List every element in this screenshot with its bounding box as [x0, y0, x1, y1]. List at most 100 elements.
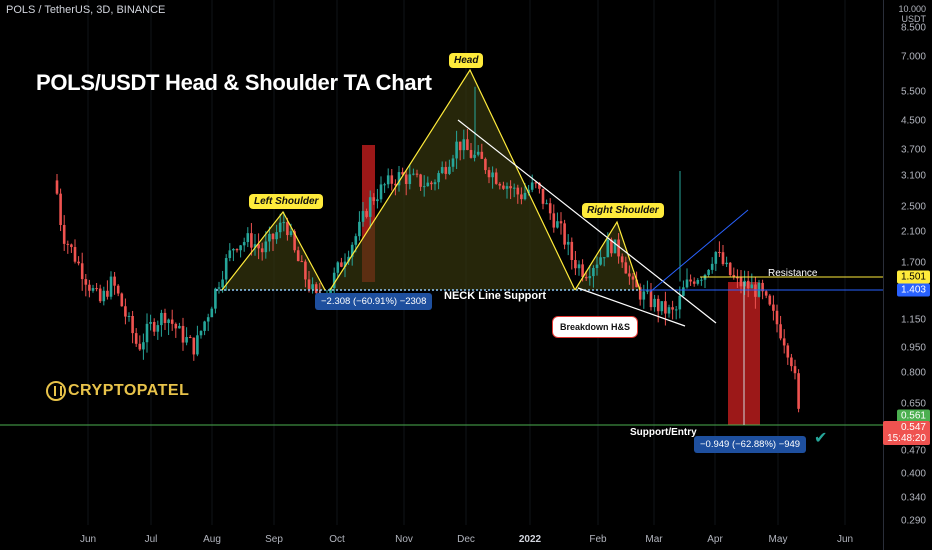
candle-body: [732, 274, 736, 278]
candle: [88, 279, 91, 298]
candle: [797, 369, 800, 413]
x-tick: Mar: [645, 534, 663, 545]
candle-body: [152, 321, 156, 332]
candle-body: [602, 257, 606, 259]
candle: [703, 273, 707, 288]
candle: [66, 240, 70, 254]
x-tick: Jun: [836, 534, 854, 545]
candle-body: [624, 262, 628, 274]
candle-body: [721, 252, 725, 265]
candle: [178, 322, 181, 329]
candle: [563, 219, 566, 250]
x-tick: Sep: [265, 534, 283, 545]
candle-body: [484, 158, 487, 171]
y-tick: 5.500: [900, 86, 926, 98]
candle-body: [638, 287, 642, 300]
candle: [552, 204, 556, 233]
candle: [746, 270, 750, 298]
candle-body: [750, 284, 754, 289]
candle-body: [689, 279, 692, 282]
candle: [390, 169, 394, 191]
candle-body: [386, 175, 390, 185]
candle: [278, 213, 282, 239]
x-tick: 2022: [518, 534, 542, 545]
candle-body: [498, 183, 502, 186]
candle-body: [469, 149, 473, 158]
candle: [721, 245, 725, 266]
candle-body: [127, 315, 131, 317]
resistance-label: Resistance: [768, 268, 818, 279]
candle: [59, 188, 62, 232]
candle-body: [224, 258, 228, 280]
candle-body: [282, 222, 286, 224]
candle: [383, 182, 386, 193]
candle: [264, 231, 268, 259]
candle-body: [667, 307, 671, 314]
candle-body: [674, 309, 678, 311]
candle-body: [714, 252, 718, 264]
candle: [520, 187, 523, 205]
y-tick: 0.400: [900, 468, 926, 480]
candle: [530, 174, 534, 193]
candle: [120, 292, 124, 307]
candle-body: [772, 304, 775, 311]
candle-body: [512, 187, 516, 189]
candle-body: [577, 264, 581, 269]
candle-body: [55, 180, 59, 194]
candle-body: [383, 184, 386, 186]
candle-body: [271, 233, 275, 240]
candle: [577, 260, 581, 276]
candle: [505, 182, 509, 199]
candle: [743, 270, 746, 296]
candle-body: [793, 366, 797, 374]
candle: [433, 179, 437, 191]
candle-body: [433, 182, 437, 185]
candle: [152, 318, 156, 336]
x-tick: Jul: [144, 534, 158, 545]
candle-body: [131, 315, 134, 334]
trendline-lower: [577, 287, 686, 327]
candle: [268, 226, 271, 252]
symbol-label[interactable]: POLS / TetherUS, 3D, BINANCE: [6, 4, 166, 16]
candle-body: [95, 288, 98, 290]
candle: [736, 269, 739, 289]
candle-body: [260, 248, 264, 253]
candle: [653, 294, 656, 312]
candle-body: [595, 264, 599, 269]
candle: [235, 248, 239, 253]
candle-body: [289, 231, 293, 236]
candle-body: [725, 262, 728, 265]
candle-body: [408, 174, 412, 185]
candle: [142, 333, 145, 360]
brand-logo: CRYPTOPATEL: [46, 378, 189, 404]
candle: [336, 261, 340, 278]
candle: [196, 325, 199, 357]
y-tick: 3.700: [900, 144, 926, 156]
candle: [239, 244, 242, 258]
candle-body: [206, 317, 210, 322]
coin-icon: [46, 381, 66, 401]
price-axis[interactable]: 10.000 USDT 8.500 7.000 5.500 4.500 3.700 3.1…: [883, 0, 932, 550]
candle: [491, 166, 494, 189]
candle-body: [210, 308, 214, 318]
candle: [134, 328, 138, 347]
candle-body: [480, 151, 484, 159]
candle: [332, 267, 336, 295]
candle-body: [671, 307, 674, 310]
candle: [260, 242, 264, 261]
y-tick: 0.340: [900, 492, 926, 504]
candle: [206, 313, 210, 332]
candle-body: [196, 335, 199, 355]
left-shoulder-outline: [221, 210, 326, 291]
candle-body: [199, 330, 203, 336]
candle: [786, 343, 790, 365]
candle-body: [98, 288, 102, 302]
candle-body: [779, 324, 782, 339]
candle: [386, 168, 390, 189]
last-price-tag: 0.547 15:48:20: [883, 421, 930, 445]
candle-body: [134, 333, 138, 344]
candle: [444, 161, 448, 180]
candle-body: [203, 321, 206, 331]
candle-body: [610, 239, 613, 254]
candle-body: [455, 141, 458, 159]
